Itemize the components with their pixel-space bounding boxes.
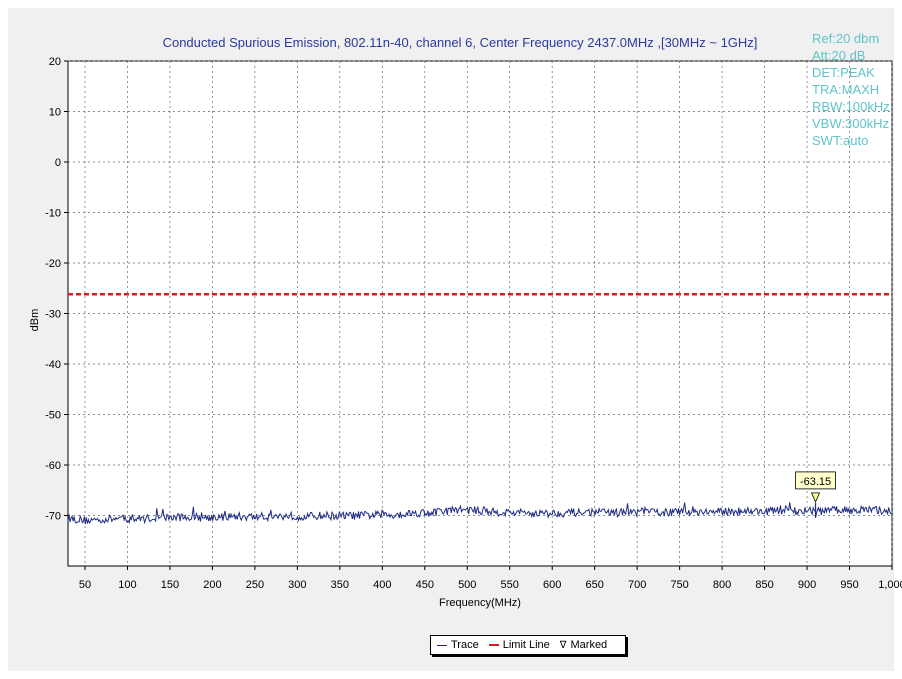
y-axis-label: dBm xyxy=(29,309,41,332)
x-tick-label: 450 xyxy=(416,579,434,591)
limit-swatch xyxy=(488,644,499,646)
x-tick-label: 50 xyxy=(79,579,91,591)
x-tick-label: 900 xyxy=(798,579,816,591)
legend-item-trace: Trace xyxy=(437,639,479,651)
x-tick-label: 350 xyxy=(331,579,349,591)
setting-line: SWT:auto xyxy=(812,133,869,148)
x-axis: 50 100 150 200 250 300 350 400 450 500 550 600 650 70… xyxy=(79,566,902,591)
x-tick-label: 650 xyxy=(586,579,604,591)
marker-triangle xyxy=(810,492,821,503)
x-tick-label: 400 xyxy=(373,579,391,591)
x-tick-label: 100 xyxy=(118,579,136,591)
analyzer-settings: Ref:20 dbm Att:20 dB DET:PEAK TRA:MAXH RBW:1… xyxy=(812,30,890,149)
y-tick-label: -60 xyxy=(45,460,61,472)
legend-trace-label: Trace xyxy=(451,639,479,651)
x-tick-label: 800 xyxy=(713,579,731,591)
y-tick-label: -50 xyxy=(45,410,61,422)
x-tick-label: 250 xyxy=(246,579,264,591)
y-tick-label: -30 xyxy=(45,309,61,321)
y-tick-label: -40 xyxy=(45,359,61,371)
trace-swatch xyxy=(437,644,447,646)
y-tick-label: -10 xyxy=(45,208,61,220)
x-tick-label: 700 xyxy=(628,579,646,591)
setting-line: VBW:300kHz xyxy=(812,116,890,131)
x-tick-label: 200 xyxy=(203,579,221,591)
marker-label: -63.15 xyxy=(800,476,831,488)
legend-item-marked: ∇ Marked xyxy=(560,639,607,651)
x-tick-label: 950 xyxy=(840,579,858,591)
legend: Trace Limit Line ∇ Marked xyxy=(430,635,626,655)
y-axis: 20 10 0 -10 -20 -30 -40 -50 -60 -70 xyxy=(45,56,68,523)
y-tick-label: -20 xyxy=(45,258,61,270)
setting-line: DET:PEAK xyxy=(812,65,875,80)
chart-title: Conducted Spurious Emission, 802.11n-40,… xyxy=(163,35,758,50)
marker-triangle-icon: ∇ xyxy=(559,639,567,651)
x-tick-label: 150 xyxy=(161,579,179,591)
series-layer xyxy=(67,293,892,525)
marker-layer: -63.15 xyxy=(795,471,836,518)
x-tick-label: 500 xyxy=(458,579,476,591)
x-tick-label: 300 xyxy=(288,579,306,591)
trace-line xyxy=(67,502,892,525)
grid xyxy=(68,60,893,566)
y-tick-label: 0 xyxy=(55,157,61,169)
y-tick-label: 10 xyxy=(49,107,61,119)
x-tick-label: 550 xyxy=(501,579,519,591)
marker-label-box xyxy=(795,471,836,490)
x-tick-label: 750 xyxy=(670,579,688,591)
setting-line: Att:20 dB xyxy=(812,48,866,63)
setting-line: Ref:20 dbm xyxy=(812,31,880,46)
legend-item-limit: Limit Line xyxy=(488,639,550,651)
setting-line: RBW:100kHz xyxy=(812,99,890,114)
x-tick-label: 1,000 xyxy=(878,579,902,591)
x-tick-label: 850 xyxy=(755,579,773,591)
x-axis-label: Frequency(MHz) xyxy=(439,597,521,609)
y-tick-label: 20 xyxy=(49,56,61,68)
x-tick-label: 600 xyxy=(543,579,561,591)
legend-marked-label: Marked xyxy=(570,639,608,651)
y-tick-label: -70 xyxy=(45,511,61,523)
setting-line: TRA:MAXH xyxy=(812,82,880,97)
legend-limit-label: Limit Line xyxy=(502,639,550,651)
